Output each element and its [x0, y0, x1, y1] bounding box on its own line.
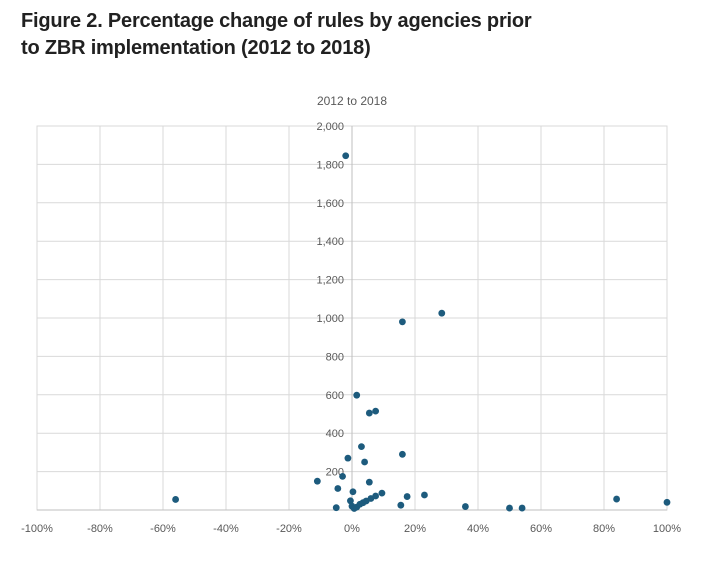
- x-tick-label: 80%: [593, 523, 615, 535]
- data-point: [613, 495, 620, 503]
- y-tick-label: 400: [326, 428, 344, 440]
- x-tick-label: -60%: [150, 523, 176, 535]
- data-point: [334, 485, 342, 492]
- data-point: [313, 477, 321, 485]
- y-tick-label: 800: [326, 351, 344, 363]
- data-point: [339, 473, 346, 480]
- x-tick-label: 100%: [653, 523, 681, 535]
- y-tick-label: 1,800: [316, 159, 344, 171]
- data-point: [397, 501, 405, 509]
- data-point: [403, 493, 411, 500]
- y-tick-label: 1,400: [316, 236, 344, 248]
- y-tick-label: 1,000: [316, 313, 344, 325]
- data-point: [399, 450, 406, 458]
- x-tick-label: 60%: [530, 523, 552, 535]
- data-point: [342, 152, 350, 160]
- data-point: [378, 489, 386, 497]
- x-tick-label: 40%: [467, 523, 489, 535]
- x-tick-label: -20%: [276, 523, 302, 535]
- data-point: [372, 492, 380, 500]
- y-tick-label: 2,000: [316, 121, 344, 133]
- data-point: [172, 496, 180, 503]
- data-point: [349, 488, 357, 496]
- data-point: [353, 391, 361, 399]
- data-point: [663, 498, 671, 506]
- data-point: [365, 409, 373, 417]
- data-point: [344, 454, 352, 462]
- chart-subtitle: 2012 to 2018: [316, 94, 388, 108]
- x-tick-label: -100%: [21, 523, 53, 535]
- data-point: [506, 504, 513, 512]
- data-point: [518, 504, 526, 512]
- data-point: [361, 458, 368, 466]
- x-tick-label: 0%: [344, 523, 360, 535]
- data-point: [365, 478, 373, 486]
- data-point: [332, 504, 340, 512]
- data-point: [399, 318, 406, 326]
- data-point: [421, 491, 428, 499]
- data-point: [347, 497, 354, 505]
- data-point: [462, 503, 469, 510]
- figure-title-line1: Figure 2. Percentage change of rules by …: [21, 10, 532, 32]
- data-point: [358, 443, 365, 451]
- figure-title: Figure 2. Percentage change of rules by …: [21, 8, 532, 62]
- y-tick-label: 600: [326, 390, 344, 402]
- x-tick-label: -80%: [87, 523, 113, 535]
- data-point: [372, 407, 380, 415]
- x-tick-label: -40%: [213, 523, 239, 535]
- figure-title-line2: to ZBR implementation (2012 to 2018): [21, 37, 371, 59]
- data-point: [438, 309, 446, 317]
- y-tick-label: 1,200: [316, 275, 344, 287]
- x-tick-label: 20%: [404, 523, 426, 535]
- y-tick-label: 1,600: [316, 198, 344, 210]
